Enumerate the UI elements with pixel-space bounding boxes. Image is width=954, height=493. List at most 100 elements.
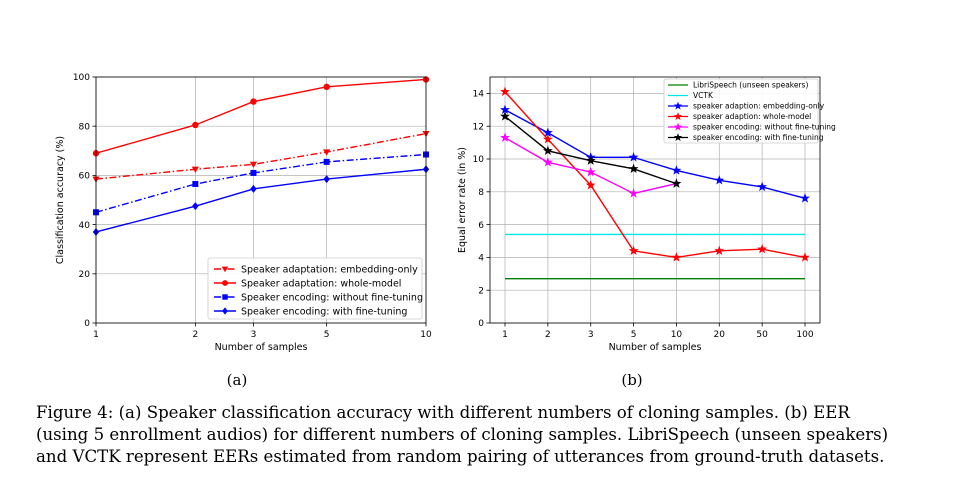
series-line: [504, 109, 806, 200]
data-point: [628, 245, 639, 256]
data-point: [542, 157, 553, 167]
data-point: [673, 133, 683, 142]
series-line: [95, 78, 427, 154]
caption-line: and VCTK represent EERs estimated from r…: [36, 447, 885, 466]
x-tick-label: 10: [671, 330, 683, 340]
chart-b-y-ticks: 0 2 4 6 8 10 12 14: [473, 90, 490, 329]
data-point: [757, 244, 768, 254]
y-tick-label: 60: [79, 172, 91, 182]
caption-line: (using 5 enrollment audios) for differen…: [36, 425, 889, 444]
y-tick-label: 14: [473, 90, 485, 100]
x-tick-label: 2: [192, 330, 198, 340]
x-tick-label: 100: [796, 330, 813, 340]
chart-b-frame: [489, 76, 821, 324]
chart-b-ylabel: Equal error rate (in %): [457, 147, 468, 253]
caption-line: Figure 4: (a) Speaker classification acc…: [36, 403, 850, 422]
chart-a-series: [92, 76, 430, 236]
legend-label: VCTK: [693, 91, 714, 100]
data-point: [585, 166, 596, 177]
y-tick-label: 12: [473, 122, 484, 132]
data-point: [323, 175, 330, 184]
legend-label: Speaker adaptation: embedding-only: [241, 264, 418, 275]
series-speaker-encoding-with-fine-tuning: [92, 165, 430, 236]
x-tick-label: 20: [714, 330, 726, 340]
chart-a-frame: [95, 76, 427, 324]
chart-a-y-ticks: 0 20 40 60 80 100: [73, 73, 96, 329]
y-tick-label: 10: [473, 155, 485, 165]
y-tick-label: 20: [79, 270, 91, 280]
chart-a-legend-box: [207, 257, 423, 320]
data-point: [542, 134, 553, 144]
data-point: [500, 104, 510, 115]
data-point: [673, 112, 683, 121]
x-tick-label: 5: [324, 330, 330, 340]
x-tick-label: 10: [420, 330, 432, 340]
y-tick-label: 40: [79, 221, 91, 231]
series-speaker-adaptation-embedding-only: [92, 130, 430, 183]
data-point: [671, 165, 682, 175]
data-point: [628, 152, 639, 162]
subfigure-label-b: (b): [621, 371, 642, 389]
legend-label: speaker encoding: with fine-tuning: [693, 133, 824, 142]
data-point: [222, 307, 228, 315]
legend-label: speaker encoding: without fine-tuning: [693, 123, 836, 132]
chart-b-x-ticks: 1 2 3 5 10 20 50 100: [502, 323, 814, 340]
chart-b-series: [500, 86, 810, 280]
x-tick-label: 1: [93, 330, 99, 340]
data-point: [542, 145, 553, 156]
series-speaker-adaption-whole-model: [500, 86, 810, 262]
data-point: [585, 155, 596, 165]
series-line: [95, 132, 427, 180]
figure-caption: Figure 4: (a) Speaker classification acc…: [36, 402, 926, 468]
series-speaker-adaptation-whole-model: [92, 76, 430, 157]
y-tick-label: 2: [478, 286, 484, 296]
data-point: [714, 245, 725, 256]
data-point: [191, 166, 199, 173]
chart-a: 1 2 3 5 10 0 20 40 60 80 100 Number of samples Cl…: [55, 73, 432, 353]
chart-a-ylabel: Classification accuracy (%): [55, 136, 66, 264]
data-point: [673, 101, 683, 110]
subfigure-label-a: (a): [227, 371, 248, 389]
data-point: [249, 161, 258, 168]
data-point: [757, 181, 768, 192]
x-tick-label: 3: [588, 330, 594, 340]
data-point: [500, 86, 510, 96]
data-point: [671, 252, 682, 262]
data-point: [714, 175, 725, 185]
legend-label: speaker adaption: whole-model: [693, 112, 811, 121]
chart-a-xlabel: Number of samples: [215, 342, 308, 353]
data-point: [800, 252, 810, 262]
data-point: [250, 169, 257, 176]
data-point: [500, 111, 510, 121]
data-point: [671, 178, 682, 188]
data-point: [800, 193, 810, 203]
data-point: [222, 280, 228, 286]
legend-label: Speaker adaptation: whole-model: [241, 278, 401, 289]
series-speaker-encoding-without-fine-tuning: [93, 151, 429, 216]
data-point: [628, 188, 639, 198]
legend-label: LibriSpeech (unseen speakers): [693, 81, 808, 90]
chart-b-legend: LibriSpeech (unseen speakers)VCTK speaker…: [663, 78, 836, 144]
x-tick-label: 5: [631, 330, 637, 340]
series-line: [504, 91, 806, 259]
data-point: [628, 163, 639, 174]
data-point: [192, 181, 199, 188]
x-tick-label: 2: [545, 330, 551, 340]
data-point: [192, 121, 199, 129]
x-tick-label: 50: [756, 330, 768, 340]
legend-label: Speaker encoding: with fine-tuning: [241, 306, 407, 317]
data-point: [542, 127, 553, 137]
legend-label: Speaker encoding: without fine-tuning: [241, 292, 423, 303]
data-point: [585, 180, 596, 190]
data-point: [323, 158, 330, 165]
data-point: [673, 122, 683, 131]
legend-label: speaker adaption: embedding-only: [693, 102, 825, 111]
y-tick-label: 6: [478, 221, 484, 231]
series-speaker-encoding-with-fine-tuning: [500, 111, 682, 188]
data-point: [250, 98, 257, 105]
y-tick-label: 8: [478, 188, 484, 198]
data-point: [500, 132, 510, 142]
y-tick-label: 100: [73, 73, 90, 83]
data-point: [250, 184, 257, 193]
